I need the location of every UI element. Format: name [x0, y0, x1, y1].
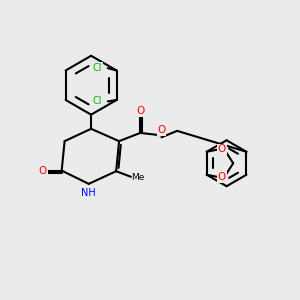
Text: NH: NH: [81, 188, 96, 198]
Text: O: O: [158, 125, 166, 135]
Text: Cl: Cl: [92, 63, 102, 73]
Text: Me: Me: [131, 173, 144, 182]
Text: Cl: Cl: [92, 96, 102, 106]
Text: O: O: [39, 166, 47, 176]
Text: O: O: [218, 144, 226, 154]
Text: O: O: [136, 106, 144, 116]
Text: O: O: [218, 172, 226, 182]
